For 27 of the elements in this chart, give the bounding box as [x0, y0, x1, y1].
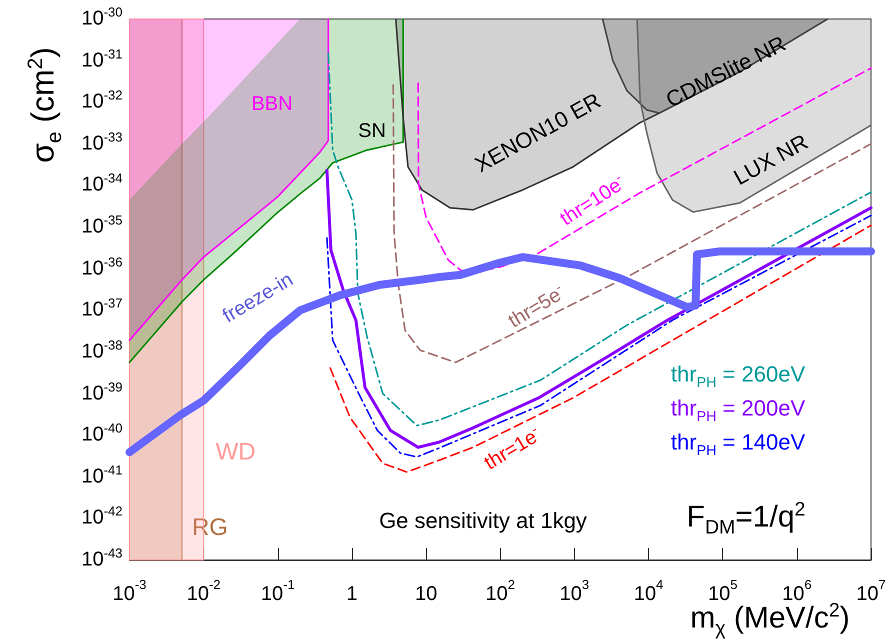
text: thr$_{PH}$ = 200eV	[670, 396, 806, 426]
x-tick-label: 10	[414, 583, 438, 605]
y-tick-label: 10$^{-38}$	[81, 338, 122, 362]
x-axis-title: m$_{χ}$ (MeV/c$^{2}$)	[690, 599, 850, 640]
text: thr$_{PH}$ = 140eV	[670, 430, 806, 460]
y-tick-label: 10$^{-41}$	[81, 462, 122, 488]
y-tick-label: 10$^{-33}$	[81, 130, 122, 154]
y-tick-label: 10$^{-30}$	[81, 4, 122, 30]
y-tick-label: 10$^{-36}$	[81, 254, 122, 280]
y-tick-label: 10$^{-42}$	[81, 504, 122, 529]
text: thr$_{PH}$ = 260eV	[670, 362, 806, 392]
annotation: Ge sensitivity at 1kgy	[379, 508, 587, 533]
band-label: WD	[216, 438, 256, 466]
y-tick-label: 10$^{-35}$	[81, 212, 122, 238]
y-tick-label: 10$^{-40}$	[81, 420, 122, 446]
y-tick-label: 10$^{-31}$	[81, 46, 122, 71]
x-tick-label: 1	[346, 583, 358, 605]
y-tick-label: 10$^{-34}$	[81, 171, 122, 196]
y-tick-label: 10$^{-39}$	[81, 379, 122, 404]
band-label: RG	[192, 514, 228, 542]
series-label: SN	[358, 120, 386, 142]
text: LUX NR	[729, 129, 812, 190]
y-tick-label: 10$^{-43}$	[81, 546, 122, 570]
y-tick-label: 10$^{-37}$	[81, 296, 122, 321]
annotation: F$_{DM}$=1/q$^{2}$	[686, 498, 806, 538]
series-label: BBN	[251, 93, 293, 115]
y-tick-label: 10$^{-32}$	[81, 88, 122, 113]
